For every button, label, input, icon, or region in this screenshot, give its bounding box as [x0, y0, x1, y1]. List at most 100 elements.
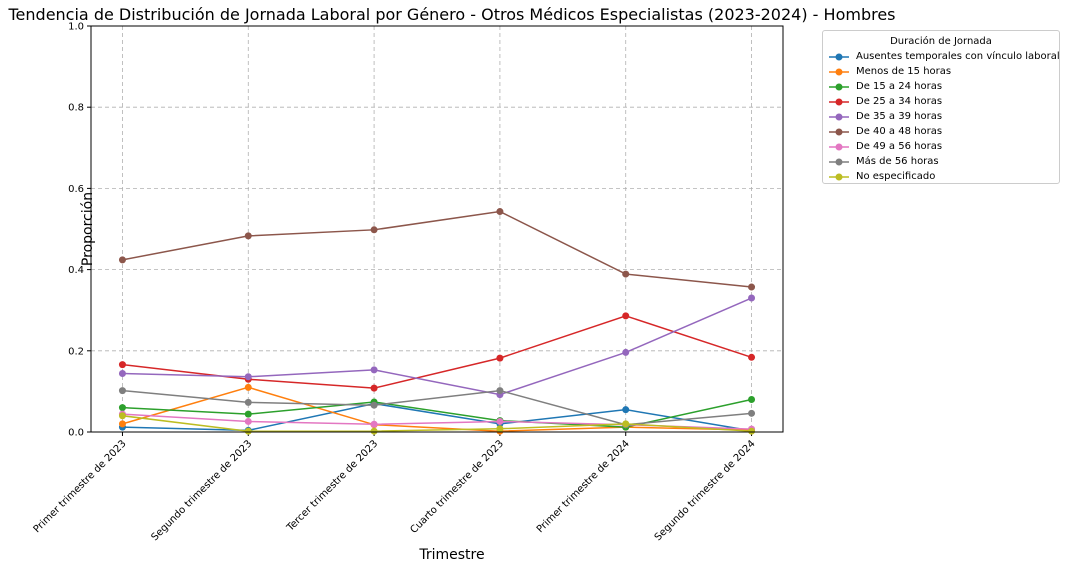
data-point	[118, 412, 126, 420]
data-point	[118, 420, 126, 428]
data-point	[244, 398, 252, 406]
data-point	[244, 232, 252, 240]
data-point	[622, 312, 630, 320]
legend-swatch	[829, 68, 849, 75]
legend-label: De 35 a 39 horas	[856, 111, 943, 122]
data-point	[748, 294, 756, 302]
data-point	[244, 417, 252, 425]
legend-label: Menos de 15 horas	[856, 66, 952, 77]
data-point	[244, 383, 252, 391]
x-tick-label: Tercer trimestre de 2023	[284, 438, 380, 534]
data-point	[370, 420, 378, 428]
legend-label: De 15 a 24 horas	[856, 81, 943, 92]
series-line	[122, 315, 752, 389]
legend-swatch	[829, 158, 849, 165]
data-point	[496, 417, 504, 425]
x-tick-label: Segundo trimestre de 2023	[149, 438, 254, 543]
data-point	[244, 427, 252, 435]
legend-label: De 49 a 56 horas	[856, 141, 943, 152]
data-point	[118, 361, 126, 369]
series-lines	[118, 208, 756, 435]
data-point	[748, 283, 756, 291]
data-point	[118, 387, 126, 395]
legend-swatch	[829, 83, 849, 90]
y-tick-label: 0.2	[68, 346, 84, 357]
gridlines	[91, 25, 783, 433]
legend-label: De 25 a 34 horas	[856, 96, 943, 107]
series-3	[118, 312, 756, 392]
x-axis: Primer trimestre de 2023 Segundo trimestr…	[32, 432, 758, 543]
legend-items: Ausentes temporales con vínculo laboral M…	[823, 49, 1060, 184]
legend-swatch	[829, 143, 849, 150]
legend-label: De 40 a 48 horas	[856, 126, 943, 137]
legend-item: De 49 a 56 horas	[823, 139, 1059, 154]
legend-label: No especificado	[856, 171, 936, 182]
data-point	[118, 404, 126, 412]
data-point	[496, 208, 504, 216]
legend-swatch	[829, 53, 849, 60]
x-tick-label: Primer trimestre de 2023	[32, 438, 129, 535]
data-point	[622, 348, 630, 356]
y-axis: 0.0 0.2 0.4 0.6 0.8 1.0	[68, 22, 91, 439]
series-line	[122, 402, 752, 432]
data-point	[370, 366, 378, 374]
chart-title: Tendencia de Distribución de Jornada Lab…	[8, 5, 896, 24]
data-point	[496, 354, 504, 362]
data-point	[622, 420, 630, 428]
series-4	[118, 294, 756, 399]
data-point	[748, 409, 756, 417]
y-tick-label: 0.0	[68, 428, 84, 439]
legend-title: Duración de Jornada	[890, 36, 992, 47]
data-point	[496, 425, 504, 433]
legend-item: Ausentes temporales con vínculo laboral	[823, 49, 1060, 64]
series-7	[118, 387, 756, 429]
legend-item: De 15 a 24 horas	[823, 79, 1059, 94]
data-point	[370, 401, 378, 409]
series-line	[122, 389, 752, 426]
plot-area-frame	[90, 25, 784, 433]
legend-swatch	[829, 113, 849, 120]
series-8	[118, 412, 756, 435]
legend-item: No especificado	[823, 169, 1059, 184]
y-tick-label: 0.8	[68, 103, 84, 114]
y-axis-label: Proporción	[80, 192, 96, 266]
legend-item: De 25 a 34 horas	[823, 94, 1059, 109]
series-5	[118, 208, 756, 291]
x-tick-label: Segundo trimestre de 2024	[653, 438, 758, 543]
series-line	[122, 210, 752, 288]
data-point	[622, 270, 630, 278]
data-point	[748, 427, 756, 435]
legend-swatch	[829, 128, 849, 135]
legend-swatch	[829, 98, 849, 105]
chart-legend: Duración de Jornada Ausentes temporales …	[822, 30, 1060, 184]
legend-item: De 35 a 39 horas	[823, 109, 1059, 124]
x-tick-label: Primer trimestre de 2024	[535, 438, 632, 535]
data-point	[118, 256, 126, 264]
legend-item: De 40 a 48 horas	[823, 124, 1059, 139]
series-line	[122, 415, 752, 432]
series-line	[122, 386, 752, 432]
data-point	[370, 384, 378, 392]
data-point	[244, 410, 252, 418]
data-point	[370, 226, 378, 234]
legend-label: Ausentes temporales con vínculo laboral	[856, 51, 1060, 62]
data-point	[118, 370, 126, 378]
data-point	[496, 387, 504, 395]
data-point	[244, 373, 252, 381]
legend-swatch	[829, 173, 849, 180]
y-tick-label: 1.0	[68, 22, 84, 33]
data-point	[748, 396, 756, 404]
y-tick-label: 0.4	[68, 265, 84, 276]
y-tick-label: 0.6	[68, 184, 84, 195]
legend-item: Menos de 15 horas	[823, 64, 1059, 79]
legend-label: Más de 56 horas	[856, 156, 939, 167]
data-point	[622, 406, 630, 414]
data-point	[370, 427, 378, 435]
legend-item: Más de 56 horas	[823, 154, 1059, 169]
x-tick-label: Cuarto trimestre de 2023	[408, 438, 506, 536]
series-line	[122, 297, 752, 396]
x-axis-label: Trimestre	[418, 547, 484, 563]
data-point	[748, 353, 756, 361]
series-0	[118, 400, 756, 435]
